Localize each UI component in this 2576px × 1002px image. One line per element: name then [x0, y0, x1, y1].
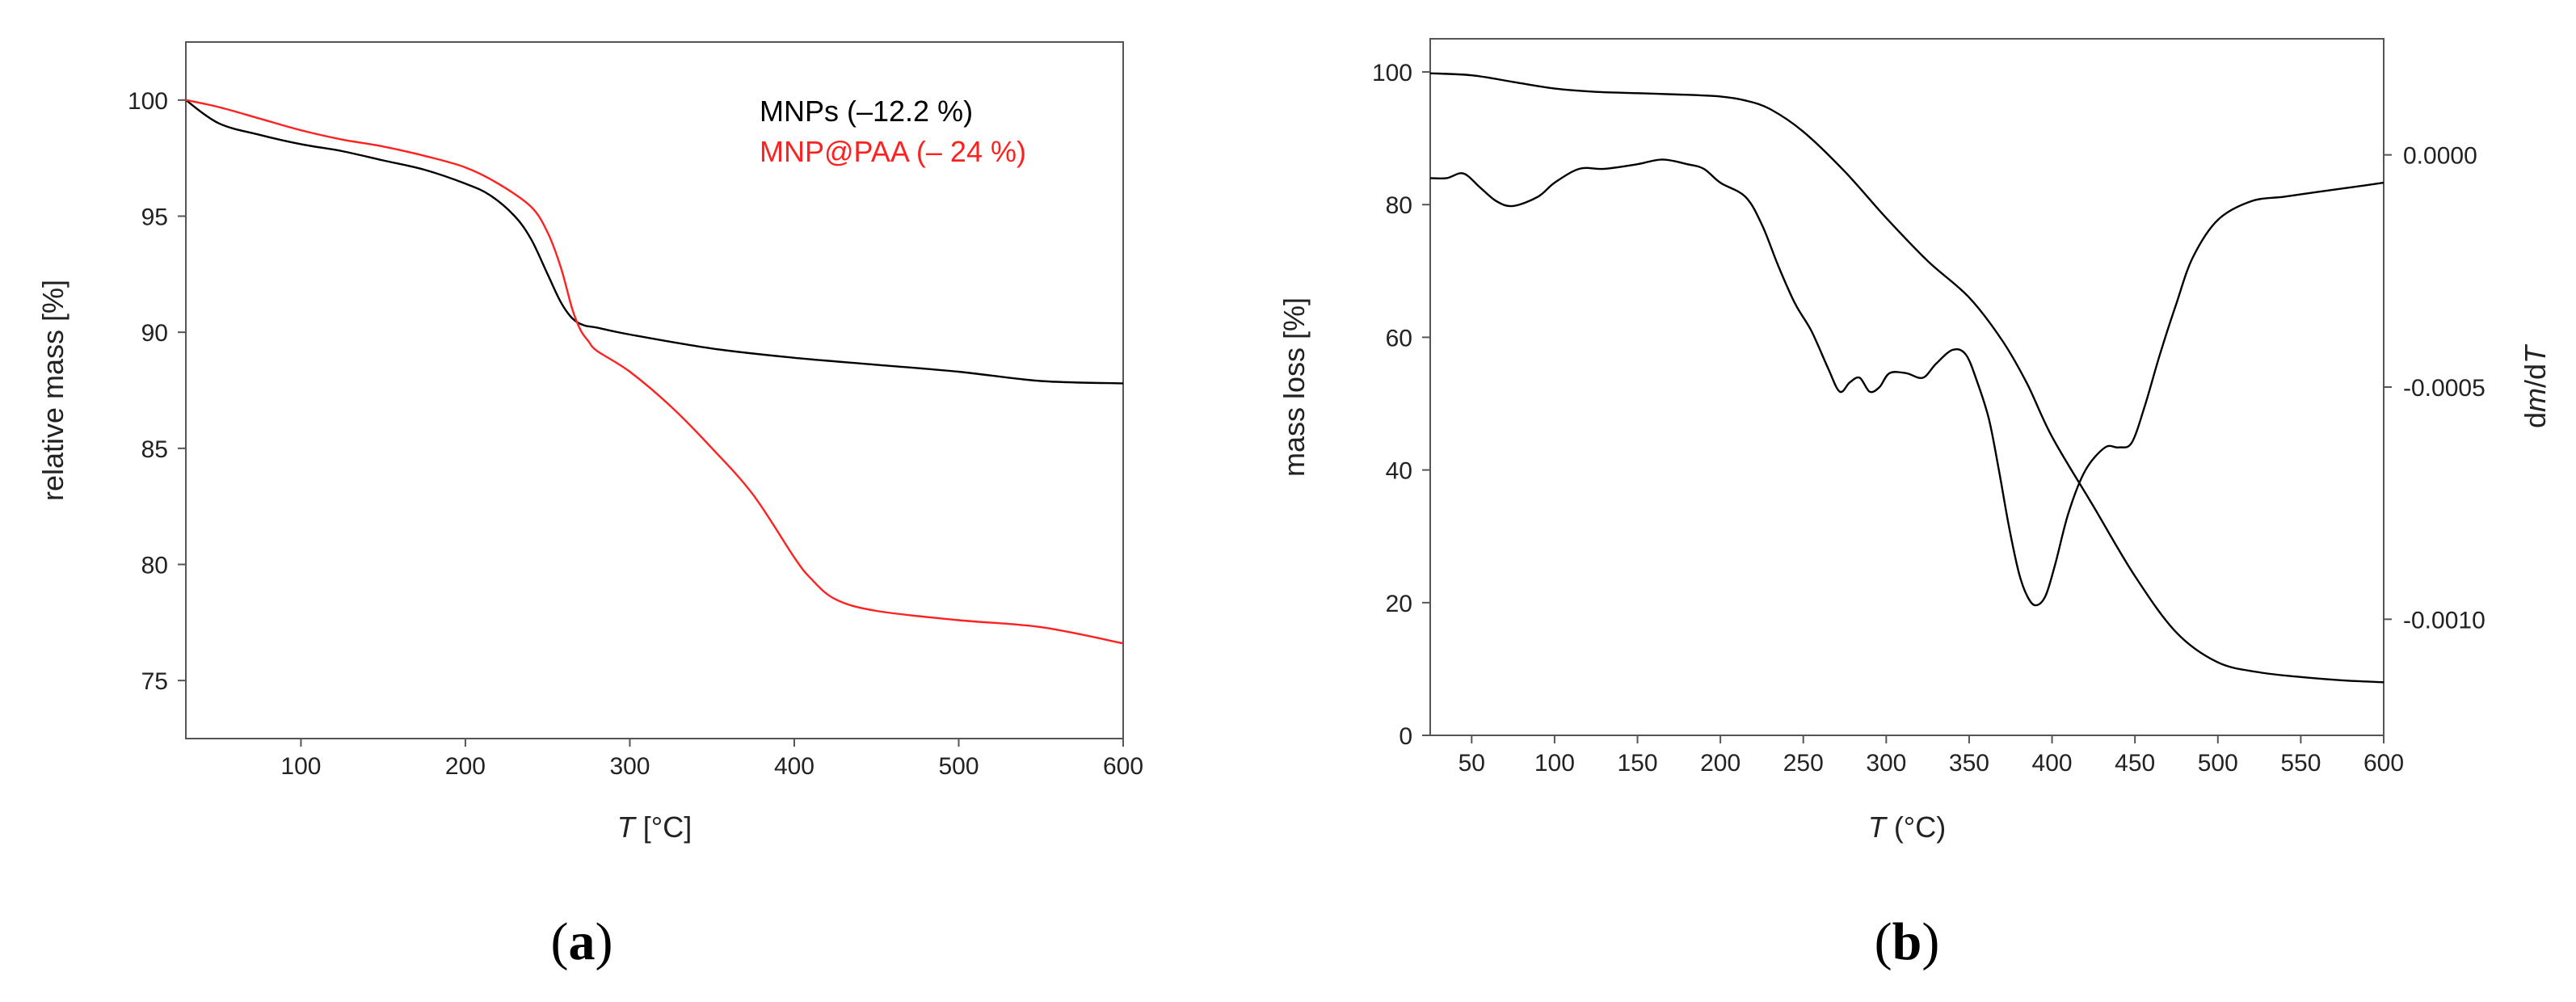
ticks-a: 100 200 300 400 500 600 75 80 85 90 95 100 — [128, 88, 1143, 780]
ticks-b: 50 100 150 200 250 300 350 400 450 500 550 600 0 20 40… — [1372, 60, 2486, 777]
y-tick-label-a-75: 75 — [141, 668, 168, 695]
x-tick-label-a-200: 200 — [445, 753, 486, 780]
series-line-b-1 — [1430, 158, 2384, 607]
x-axis-label-a: T [°C] — [617, 810, 692, 844]
plot-frame-a — [185, 41, 1124, 739]
x-tick-label-b-400: 400 — [2032, 750, 2073, 777]
x-axis-label-b: T (°C) — [1868, 810, 1946, 844]
x-tick-label-b-550: 550 — [2280, 750, 2321, 777]
x-tick-label-b-250: 250 — [1783, 750, 1824, 777]
chart-b: 50 100 150 200 250 300 350 400 450 500 550 600 0 20 40… — [1277, 38, 2552, 971]
y-tick-label-b-100: 100 — [1372, 60, 1412, 86]
x-tick-label-a-100: 100 — [280, 753, 321, 780]
x-tick-label-b-450: 450 — [2115, 750, 2155, 777]
y2-axis-label-b: dm/dT — [2519, 343, 2552, 428]
y-tick-label-b-0: 0 — [1399, 723, 1412, 750]
series-line-a-0 — [186, 99, 1123, 385]
y-axis-label-a: relative mass [%] — [36, 280, 69, 501]
x-tick-label-a-600: 600 — [1103, 753, 1143, 780]
plot-frame-b — [1429, 38, 2384, 736]
x-tick-label-b-200: 200 — [1700, 750, 1740, 777]
y-axis-label-b: mass loss [%] — [1277, 297, 1311, 477]
x-tick-label-b-350: 350 — [1949, 750, 1989, 777]
y-tick-label-a-90: 90 — [141, 320, 168, 347]
series-line-b-0 — [1430, 72, 2384, 684]
x-tick-label-b-150: 150 — [1617, 750, 1657, 777]
y2-tick-label-b-1: -0.0005 — [2403, 375, 2486, 402]
x-tick-label-b-300: 300 — [1866, 750, 1906, 777]
x-tick-label-b-500: 500 — [2198, 750, 2238, 777]
y2-tick-label-b-0: 0.0000 — [2403, 143, 2477, 170]
y2-tick-label-b-2: -0.0010 — [2403, 607, 2486, 634]
series-b — [1430, 72, 2384, 684]
y-tick-label-a-95: 95 — [141, 204, 168, 231]
panel-label-a: (a) — [551, 912, 613, 971]
x-tick-label-a-500: 500 — [938, 753, 979, 780]
x-tick-label-b-50: 50 — [1458, 750, 1485, 777]
x-tick-label-b-600: 600 — [2363, 750, 2404, 777]
series-a — [186, 99, 1123, 645]
y-tick-label-b-40: 40 — [1386, 458, 1412, 485]
x-tick-label-a-300: 300 — [609, 753, 650, 780]
y-tick-label-b-20: 20 — [1386, 591, 1412, 617]
panel-label-b: (b) — [1875, 912, 1940, 971]
y-tick-label-b-60: 60 — [1386, 325, 1412, 352]
y-tick-label-a-85: 85 — [141, 436, 168, 463]
series-line-a-1 — [186, 99, 1123, 645]
chart-a: 100 200 300 400 500 600 75 80 85 90 95 100 T [°C] r… — [36, 41, 1143, 971]
x-tick-label-a-400: 400 — [774, 753, 814, 780]
y-tick-label-b-80: 80 — [1386, 192, 1412, 219]
legend-entry-mnp-paa: MNP@PAA (– 24 %) — [760, 135, 1026, 168]
x-tick-label-b-100: 100 — [1534, 750, 1575, 777]
y-tick-label-a-100: 100 — [128, 88, 168, 115]
y-tick-label-a-80: 80 — [141, 553, 168, 579]
legend-entry-mnps: MNPs (–12.2 %) — [760, 95, 973, 128]
